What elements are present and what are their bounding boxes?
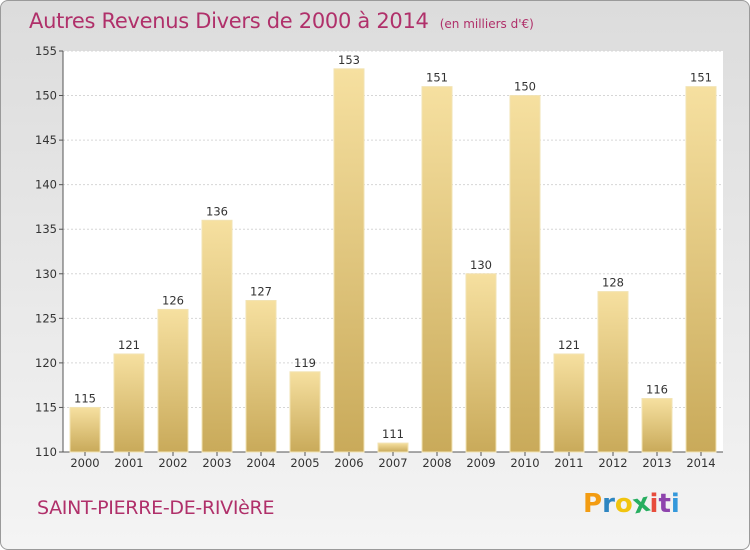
proxiti-logo: Proxiti (583, 488, 680, 521)
bar (509, 95, 541, 453)
bar (157, 308, 189, 453)
bar (377, 442, 409, 453)
y-tick-label: 145 (35, 133, 57, 147)
y-tick-label: 120 (35, 356, 57, 370)
bar (245, 300, 277, 453)
x-tick-label: 2003 (202, 456, 231, 470)
x-tick-label: 2002 (158, 456, 187, 470)
bar (685, 86, 717, 453)
chart-subtitle: (en milliers d'€) (439, 17, 534, 31)
x-tick-label: 2013 (642, 456, 671, 470)
data-label: 121 (558, 338, 580, 352)
bar (421, 86, 453, 453)
data-label: 151 (690, 71, 712, 85)
y-tick-label: 130 (35, 267, 57, 281)
data-label: 150 (514, 80, 536, 94)
logo-letter: i (649, 489, 659, 519)
bar (553, 353, 585, 453)
data-label: 128 (602, 276, 624, 290)
x-tick-label: 2004 (246, 456, 275, 470)
data-label: 151 (426, 71, 448, 85)
logo-letter: P (583, 489, 603, 519)
y-tick-label: 135 (35, 222, 57, 236)
data-label: 127 (250, 285, 272, 299)
x-tick-label: 2000 (70, 456, 99, 470)
place-name: SAINT-PIERRE-DE-RIVIèRE (37, 497, 275, 519)
data-label: 116 (646, 383, 668, 397)
x-tick-label: 2010 (510, 456, 539, 470)
x-tick-label: 2001 (114, 456, 143, 470)
bar (465, 273, 497, 453)
x-tick-label: 2007 (378, 456, 407, 470)
data-label: 136 (206, 204, 228, 218)
data-label: 121 (118, 338, 140, 352)
data-label: 115 (74, 391, 96, 405)
data-label: 130 (470, 258, 492, 272)
chart-title: Autres Revenus Divers de 2000 à 2014 (29, 9, 429, 33)
y-tick-label: 140 (35, 178, 57, 192)
logo-letter: r (602, 489, 615, 519)
x-tick-label: 2008 (422, 456, 451, 470)
bar (69, 406, 101, 453)
data-label: 111 (382, 427, 404, 441)
data-label: 153 (338, 53, 360, 67)
y-tick-label: 150 (35, 89, 57, 103)
x-tick-label: 2011 (554, 456, 583, 470)
bar (289, 371, 321, 453)
bar (113, 353, 145, 453)
data-label: 119 (294, 356, 316, 370)
y-tick-label: 110 (35, 445, 57, 459)
data-label: 126 (162, 293, 184, 307)
y-tick-label: 125 (35, 311, 57, 325)
title-row: Autres Revenus Divers de 2000 à 2014 (en… (29, 9, 534, 33)
x-tick-label: 2012 (598, 456, 627, 470)
logo-letter: i (670, 489, 680, 519)
bar (333, 68, 365, 453)
y-tick-label: 155 (35, 44, 57, 58)
bar (597, 291, 629, 453)
x-tick-label: 2006 (334, 456, 363, 470)
x-tick-label: 2005 (290, 456, 319, 470)
bar (641, 398, 673, 453)
logo-letter: o (614, 489, 633, 519)
bar (201, 219, 233, 453)
x-tick-label: 2014 (686, 456, 715, 470)
y-tick-label: 115 (35, 400, 57, 414)
x-tick-label: 2009 (466, 456, 495, 470)
logo-letter: t (658, 489, 671, 519)
